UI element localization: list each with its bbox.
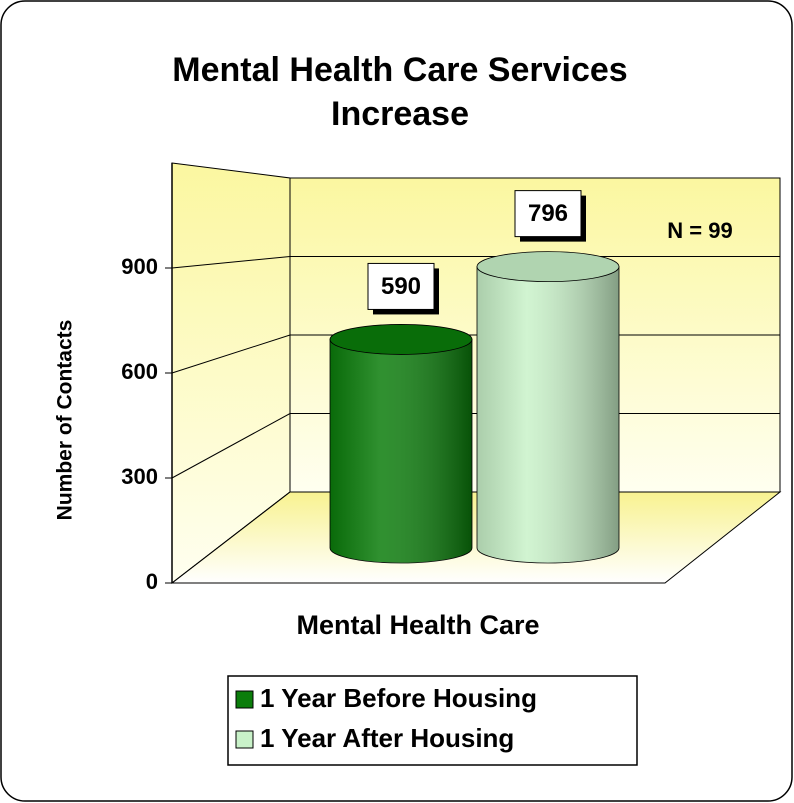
legend-swatch — [235, 730, 254, 749]
legend-label: 1 Year Before Housing — [260, 683, 537, 713]
y-tick-label: 0 — [146, 569, 158, 594]
chart-title: Mental Health Care Services Increase — [172, 51, 628, 133]
value-label-box — [514, 190, 582, 238]
value-label: 796 — [528, 200, 568, 227]
y-tick-label: 600 — [121, 359, 158, 384]
bar — [329, 324, 473, 564]
bar-shade — [330, 339, 472, 563]
annotation: N = 99 — [667, 218, 732, 243]
bar-top — [329, 324, 473, 355]
x-tick-label: Mental Health Care — [296, 610, 539, 640]
bar-top — [476, 251, 620, 283]
bar-top-shade — [477, 251, 619, 282]
value-label: 590 — [381, 273, 421, 300]
grid-line — [171, 256, 780, 269]
bar-top-shade — [330, 324, 472, 355]
y-axis-label: Number of Contacts — [54, 320, 77, 521]
legend-label: 1 Year After Housing — [260, 723, 514, 753]
legend-swatch — [235, 690, 254, 709]
y-tick-label: 900 — [121, 254, 158, 279]
bar — [476, 251, 620, 564]
legend — [227, 675, 638, 766]
bar-shade — [477, 266, 619, 563]
value-label-box — [367, 262, 435, 310]
y-tick-label: 300 — [121, 464, 158, 489]
